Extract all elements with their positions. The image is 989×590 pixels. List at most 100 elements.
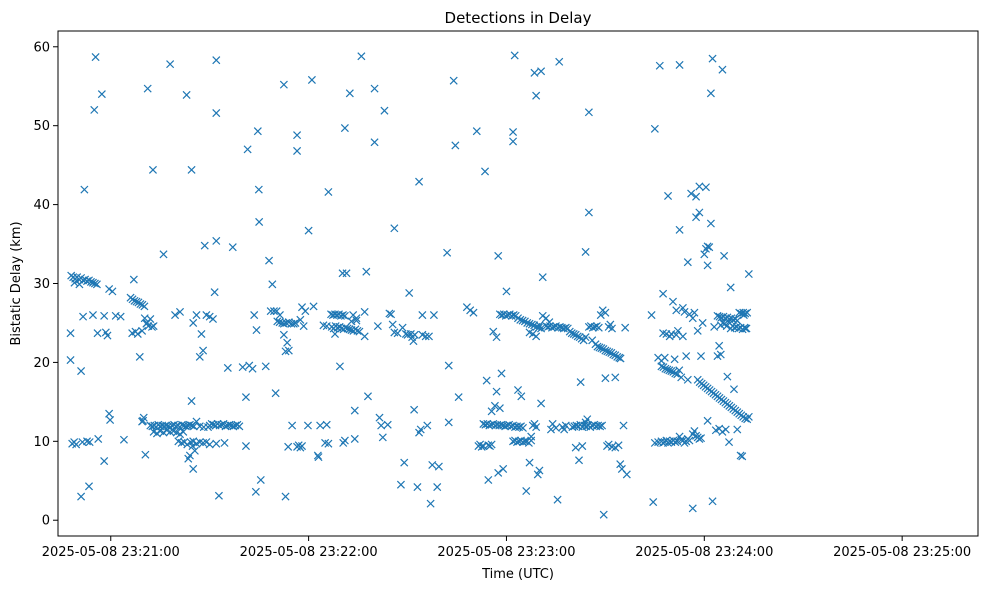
data-point — [82, 437, 92, 446]
data-point — [139, 413, 148, 422]
data-point — [516, 315, 525, 324]
data-point — [525, 319, 534, 328]
data-point — [509, 311, 518, 320]
y-tick-label: 10 — [33, 435, 50, 450]
data-point — [309, 302, 318, 311]
data-point — [214, 491, 223, 500]
data-point — [424, 332, 433, 341]
data-point — [360, 332, 369, 341]
data-point — [338, 311, 347, 320]
data-point — [284, 442, 293, 451]
data-point — [66, 356, 75, 365]
data-point — [342, 269, 351, 278]
y-tick-label: 60 — [33, 40, 50, 55]
data-point — [538, 311, 547, 320]
axes: 2025-05-08 23:21:00 2025-05-08 23:22:00 20… — [33, 40, 971, 560]
data-point — [283, 338, 292, 347]
data-point — [487, 407, 496, 416]
data-point — [388, 320, 397, 329]
data-point — [527, 436, 536, 445]
data-point — [494, 251, 503, 260]
data-point — [718, 65, 727, 74]
data-point — [675, 60, 684, 69]
data-point — [175, 430, 185, 439]
data-point — [281, 492, 290, 501]
data-point — [497, 369, 506, 378]
data-point — [314, 453, 323, 462]
data-point — [97, 90, 106, 99]
data-point — [70, 278, 79, 287]
data-point — [688, 504, 697, 513]
data-point — [378, 433, 387, 442]
data-point — [108, 287, 117, 296]
data-point — [553, 495, 562, 504]
data-point — [301, 307, 310, 316]
data-point — [187, 397, 196, 406]
data-point — [518, 423, 527, 432]
data-point — [706, 89, 715, 98]
data-point — [700, 250, 709, 259]
data-point — [698, 318, 707, 327]
data-point — [611, 443, 620, 452]
data-point — [103, 331, 112, 340]
data-point — [692, 192, 701, 201]
data-point — [141, 450, 150, 459]
data-point — [390, 224, 399, 233]
y-tick-label: 0 — [42, 514, 50, 529]
data-point — [482, 376, 491, 385]
data-point — [449, 76, 458, 85]
data-point — [195, 352, 204, 361]
data-point — [105, 409, 114, 418]
data-point — [502, 287, 511, 296]
data-point — [710, 322, 719, 331]
data-point — [199, 346, 208, 355]
data-point — [466, 306, 475, 315]
data-point — [492, 333, 501, 342]
data-point — [375, 413, 384, 422]
data-point — [93, 329, 102, 338]
data-point — [248, 364, 257, 373]
data-point — [106, 415, 115, 425]
data-point — [212, 236, 221, 245]
plot-frame — [57, 30, 979, 537]
data-point — [675, 366, 684, 375]
data-point — [409, 337, 418, 346]
x-tick-label: 2025-05-08 23:25:00 — [833, 545, 971, 560]
data-point — [212, 439, 221, 448]
data-point — [279, 80, 288, 89]
data-point — [353, 326, 362, 335]
data-point — [576, 378, 585, 387]
data-point — [705, 243, 714, 252]
data-point — [683, 258, 692, 267]
data-point — [139, 416, 148, 425]
data-point — [672, 306, 681, 315]
data-point — [722, 322, 731, 331]
data-point — [622, 470, 631, 479]
data-point — [743, 308, 752, 317]
data-point — [494, 468, 503, 477]
data-point — [385, 309, 394, 318]
data-point — [210, 288, 219, 297]
data-point — [268, 280, 277, 289]
data-point — [741, 309, 750, 318]
x-tick-label: 2025-05-08 23:22:00 — [240, 545, 378, 560]
data-point — [469, 308, 478, 317]
data-point — [297, 442, 307, 451]
data-point — [149, 322, 158, 331]
data-point — [598, 421, 607, 430]
data-point — [703, 416, 712, 425]
data-point — [657, 362, 666, 371]
data-point — [513, 385, 523, 395]
data-point — [670, 355, 679, 364]
data-point — [696, 352, 706, 361]
data-point — [159, 250, 168, 259]
data-point — [271, 389, 280, 398]
data-point — [192, 311, 201, 320]
data-point — [313, 451, 322, 460]
x-tick-label: 2025-05-08 23:24:00 — [635, 545, 773, 560]
data-point — [561, 421, 570, 430]
data-point — [655, 61, 664, 70]
data-point — [138, 326, 147, 335]
data-point — [241, 393, 250, 402]
